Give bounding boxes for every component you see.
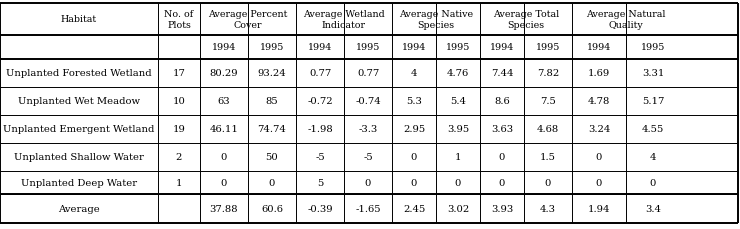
Text: Unplanted Wet Meadow: Unplanted Wet Meadow <box>18 97 140 106</box>
Text: 0: 0 <box>269 178 275 187</box>
Text: 4.55: 4.55 <box>642 125 665 134</box>
Text: 37.88: 37.88 <box>209 204 238 213</box>
Text: 4.3: 4.3 <box>540 204 556 213</box>
Text: 10: 10 <box>172 97 186 106</box>
Text: 1: 1 <box>176 178 182 187</box>
Text: 0: 0 <box>365 178 371 187</box>
Text: 7.5: 7.5 <box>540 97 556 106</box>
Text: 0: 0 <box>650 178 656 187</box>
Text: 4.68: 4.68 <box>537 125 559 134</box>
Text: 85: 85 <box>266 97 278 106</box>
Text: 80.29: 80.29 <box>209 69 238 78</box>
Text: 60.6: 60.6 <box>261 204 283 213</box>
Text: 3.02: 3.02 <box>447 204 469 213</box>
Text: 1994: 1994 <box>587 43 611 52</box>
Text: 0: 0 <box>455 178 461 187</box>
Text: -3.3: -3.3 <box>358 125 377 134</box>
Text: 74.74: 74.74 <box>258 125 286 134</box>
Text: 19: 19 <box>172 125 186 134</box>
Text: No. of
Plots: No. of Plots <box>164 10 194 30</box>
Text: 5: 5 <box>317 178 323 187</box>
Text: -5: -5 <box>315 153 325 162</box>
Text: 0: 0 <box>221 153 227 162</box>
Text: Unplanted Emergent Wetland: Unplanted Emergent Wetland <box>3 125 155 134</box>
Text: 1994: 1994 <box>402 43 426 52</box>
Text: -0.39: -0.39 <box>307 204 333 213</box>
Text: Average Total
Species: Average Total Species <box>493 10 559 30</box>
Text: 1995: 1995 <box>445 43 470 52</box>
Text: 4: 4 <box>411 69 417 78</box>
Text: Average Native
Species: Average Native Species <box>399 10 473 30</box>
Text: 93.24: 93.24 <box>258 69 286 78</box>
Text: 0.77: 0.77 <box>357 69 379 78</box>
Text: Habitat: Habitat <box>61 15 97 25</box>
Text: 4: 4 <box>650 153 656 162</box>
Text: 1.69: 1.69 <box>588 69 610 78</box>
Text: 0: 0 <box>221 178 227 187</box>
Text: 2.95: 2.95 <box>403 125 425 134</box>
Text: 0: 0 <box>411 178 417 187</box>
Text: 63: 63 <box>218 97 230 106</box>
Text: 1: 1 <box>455 153 461 162</box>
Text: 3.95: 3.95 <box>447 125 469 134</box>
Text: 3.31: 3.31 <box>642 69 665 78</box>
Text: 1995: 1995 <box>536 43 560 52</box>
Text: 1994: 1994 <box>212 43 236 52</box>
Text: 46.11: 46.11 <box>209 125 238 134</box>
Text: 8.6: 8.6 <box>494 97 510 106</box>
Text: 2: 2 <box>176 153 182 162</box>
Text: 0: 0 <box>499 178 505 187</box>
Text: 7.44: 7.44 <box>491 69 514 78</box>
Text: -0.74: -0.74 <box>355 97 381 106</box>
Text: 5.17: 5.17 <box>642 97 665 106</box>
Text: 4.78: 4.78 <box>588 97 610 106</box>
Text: 2.45: 2.45 <box>403 204 425 213</box>
Text: 0: 0 <box>499 153 505 162</box>
Text: 50: 50 <box>266 153 278 162</box>
Text: 5.4: 5.4 <box>450 97 466 106</box>
Text: 0.77: 0.77 <box>309 69 331 78</box>
Text: 1995: 1995 <box>356 43 380 52</box>
Text: Unplanted Deep Water: Unplanted Deep Water <box>21 178 137 187</box>
Text: 3.24: 3.24 <box>588 125 610 134</box>
Text: 5.3: 5.3 <box>406 97 422 106</box>
Text: 1995: 1995 <box>641 43 665 52</box>
Text: Average Natural
Quality: Average Natural Quality <box>586 10 666 30</box>
Text: 17: 17 <box>172 69 186 78</box>
Text: 1.94: 1.94 <box>588 204 610 213</box>
Text: -0.72: -0.72 <box>307 97 333 106</box>
Text: 1995: 1995 <box>260 43 284 52</box>
Text: 1994: 1994 <box>490 43 514 52</box>
Text: -1.98: -1.98 <box>307 125 333 134</box>
Text: Average Wetland
Indicator: Average Wetland Indicator <box>303 10 385 30</box>
Text: Average Percent
Cover: Average Percent Cover <box>209 10 288 30</box>
Text: 3.93: 3.93 <box>491 204 513 213</box>
Text: 0: 0 <box>411 153 417 162</box>
Text: 1994: 1994 <box>308 43 332 52</box>
Text: 7.82: 7.82 <box>537 69 559 78</box>
Text: 0: 0 <box>596 153 602 162</box>
Text: 0: 0 <box>596 178 602 187</box>
Text: Unplanted Shallow Water: Unplanted Shallow Water <box>14 153 144 162</box>
Text: 1.5: 1.5 <box>540 153 556 162</box>
Text: -1.65: -1.65 <box>355 204 381 213</box>
Text: 3.63: 3.63 <box>491 125 513 134</box>
Text: 0: 0 <box>545 178 551 187</box>
Text: Unplanted Forested Wetland: Unplanted Forested Wetland <box>6 69 152 78</box>
Text: 3.4: 3.4 <box>645 204 661 213</box>
Text: -5: -5 <box>363 153 373 162</box>
Text: Average: Average <box>58 204 100 213</box>
Text: 4.76: 4.76 <box>447 69 469 78</box>
